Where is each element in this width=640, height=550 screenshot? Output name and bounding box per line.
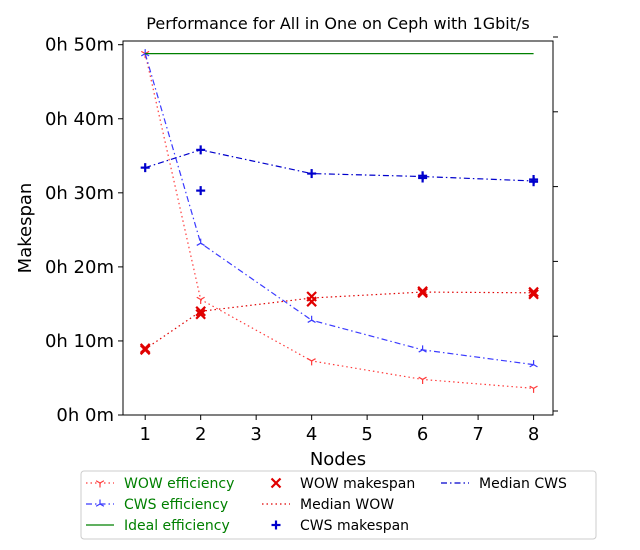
y-tick-label: 0h 10m: [45, 331, 114, 352]
x-tick-label: 2: [195, 424, 206, 445]
data-point: [195, 306, 206, 317]
x-tick-label: 5: [361, 424, 372, 445]
data-point: [139, 344, 151, 356]
data-point: [528, 289, 539, 300]
data-point: [270, 477, 282, 489]
legend-label: CWS makespan: [300, 518, 409, 534]
y-tick-label: 0h 50m: [45, 35, 114, 56]
series-median-wow: [144, 291, 534, 350]
data-point: [528, 286, 539, 298]
legend-item: WOW makespan: [270, 476, 415, 492]
series-cws-efficiency: [140, 49, 538, 368]
legend-label: WOW makespan: [300, 476, 415, 492]
legend: WOW efficiency CWS efficiency Ideal effici…: [80, 470, 597, 540]
series-wow-makespan: [139, 286, 539, 356]
legend-item: CWS efficiency: [86, 497, 228, 513]
x-tick-label: 4: [306, 424, 317, 445]
y-tick-label: 0h 40m: [45, 109, 114, 130]
legend-label: WOW efficiency: [124, 476, 234, 492]
data-point: [196, 296, 205, 304]
data-point: [307, 358, 316, 366]
data-point: [195, 309, 206, 320]
series-line: [144, 53, 534, 366]
data-point: [95, 480, 105, 488]
x-tick-label: 7: [472, 424, 483, 445]
data-point: [306, 296, 317, 307]
y-axis-label: Makespan: [15, 183, 36, 274]
data-point: [307, 315, 316, 323]
data-point: [95, 499, 105, 507]
legend-frame: [80, 470, 597, 540]
series-line: [145, 149, 534, 182]
plot-area: [122, 40, 554, 416]
data-point: [418, 376, 427, 384]
legend-item: Median CWS: [441, 476, 567, 492]
data-point: [529, 385, 538, 393]
legend-label: Ideal efficiency: [124, 518, 230, 534]
legend-item: WOW efficiency: [86, 476, 234, 492]
series-median-cws: [145, 149, 534, 182]
x-axis-ticks: 1 2 3 4 5 6 7 8: [139, 415, 539, 445]
x-tick-label: 1: [139, 424, 150, 445]
secondary-y-axis-ticks: [553, 36, 558, 412]
legend-label: Median WOW: [300, 497, 394, 513]
series-line: [144, 53, 534, 389]
legend-label: Median CWS: [479, 476, 567, 492]
y-tick-label: 0h 0m: [56, 405, 114, 426]
series-cws-makespan: [140, 145, 539, 196]
chart-title: Performance for All in One on Ceph with …: [146, 14, 529, 33]
y-axis-ticks: 0h 0m 0h 10m 0h 20m 0h 30m 0h 40m 0h 50m: [45, 35, 123, 426]
legend-item: Ideal efficiency: [86, 518, 230, 534]
legend-label: CWS efficiency: [124, 497, 228, 513]
legend-item: CWS makespan: [271, 518, 409, 534]
x-axis-label: Nodes: [310, 449, 366, 470]
x-tick-label: 6: [417, 424, 428, 445]
legend-item: Median WOW: [262, 497, 394, 513]
data-point: [418, 345, 427, 353]
data-point: [529, 360, 538, 368]
y-tick-label: 0h 30m: [45, 183, 114, 204]
series-line: [144, 291, 534, 350]
x-tick-label: 8: [528, 424, 539, 445]
data-point: [196, 238, 205, 246]
series-wow-efficiency: [140, 50, 538, 393]
y-tick-label: 0h 20m: [45, 257, 114, 278]
x-tick-label: 3: [250, 424, 261, 445]
series-layer: [139, 49, 539, 393]
data-point: [417, 287, 428, 299]
